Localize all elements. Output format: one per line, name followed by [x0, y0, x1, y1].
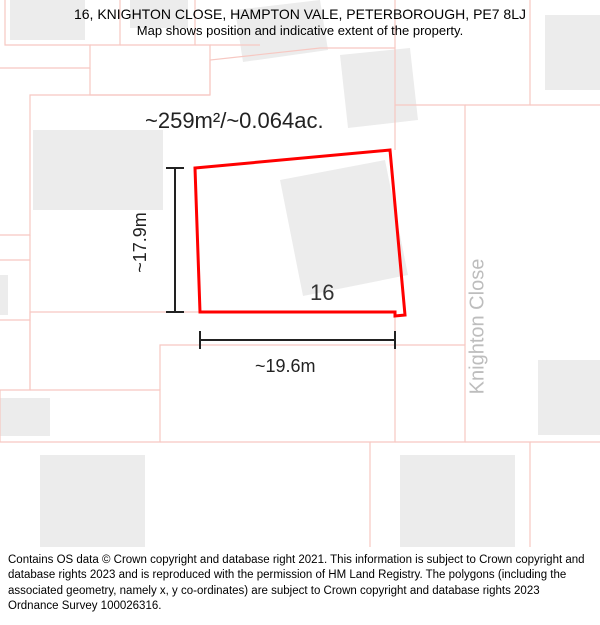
- header: 16, KNIGHTON CLOSE, HAMPTON VALE, PETERB…: [0, 0, 600, 40]
- street-name-label: Knighton Close: [466, 259, 489, 395]
- page-subtitle: Map shows position and indicative extent…: [10, 23, 590, 38]
- height-dimension-label: ~17.9m: [130, 212, 151, 273]
- width-dimension-label: ~19.6m: [255, 356, 316, 377]
- area-label: ~259m²/~0.064ac.: [145, 108, 324, 134]
- property-map: [0, 0, 600, 560]
- page-title: 16, KNIGHTON CLOSE, HAMPTON VALE, PETERB…: [10, 6, 590, 22]
- copyright-footer: Contains OS data © Crown copyright and d…: [0, 547, 600, 625]
- plot-number-label: 16: [310, 280, 334, 306]
